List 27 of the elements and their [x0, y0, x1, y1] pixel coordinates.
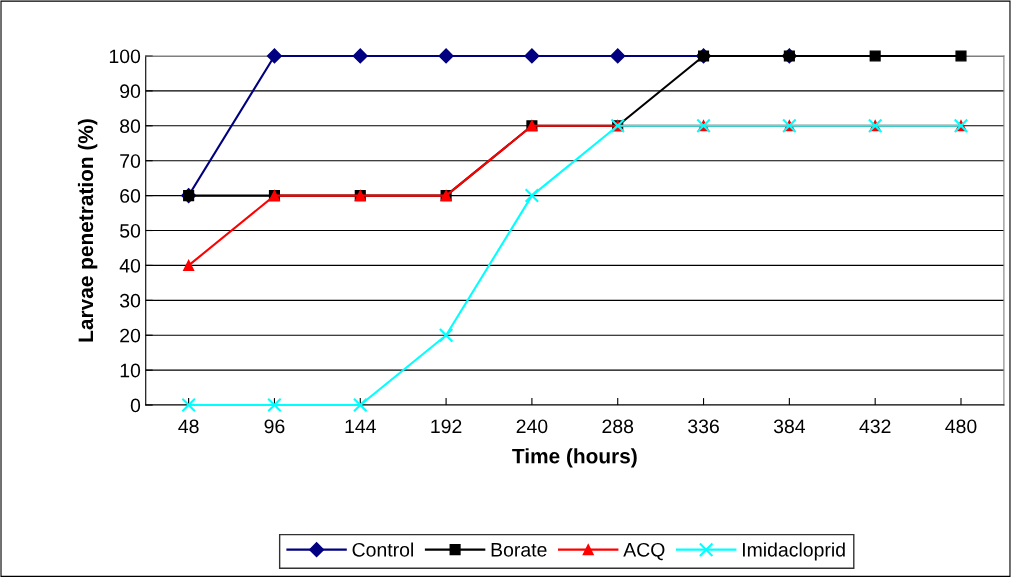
legend-label: Borate	[491, 543, 547, 557]
y-tick-label: 10	[120, 363, 141, 378]
x-tick-label: 48	[178, 419, 199, 434]
y-tick-label: 50	[120, 223, 141, 238]
legend-label: Imidacloprid	[742, 542, 845, 561]
legend-label: ACQ	[623, 542, 665, 561]
y-tick-label: 20	[120, 328, 141, 343]
y-tick-label: 70	[120, 154, 141, 168]
x-tick-label: 384	[773, 419, 806, 434]
y-tick-label: 100	[109, 49, 141, 64]
y-tick-label: 30	[119, 293, 141, 308]
x-axis-title: Time (hours)	[512, 448, 637, 468]
y-tick-label: 60	[120, 189, 141, 203]
y-tick-label: 90	[120, 84, 141, 99]
y-tick-label: 40	[119, 258, 141, 273]
x-tick-label: 144	[345, 419, 376, 434]
x-tick-label: 432	[859, 419, 891, 434]
x-tick-label: 96	[264, 419, 285, 434]
y-axis-title: Larvae penetration (%)	[77, 119, 98, 342]
x-tick-label: 480	[945, 419, 977, 434]
y-tick-label: 80	[120, 119, 141, 134]
x-tick-label: 288	[602, 419, 634, 434]
y-tick-label: 0	[130, 398, 141, 413]
x-tick-label: 240	[516, 419, 548, 434]
x-tick-label: 192	[431, 419, 462, 434]
legend-label: Control	[352, 542, 413, 557]
x-tick-label: 336	[688, 419, 719, 434]
